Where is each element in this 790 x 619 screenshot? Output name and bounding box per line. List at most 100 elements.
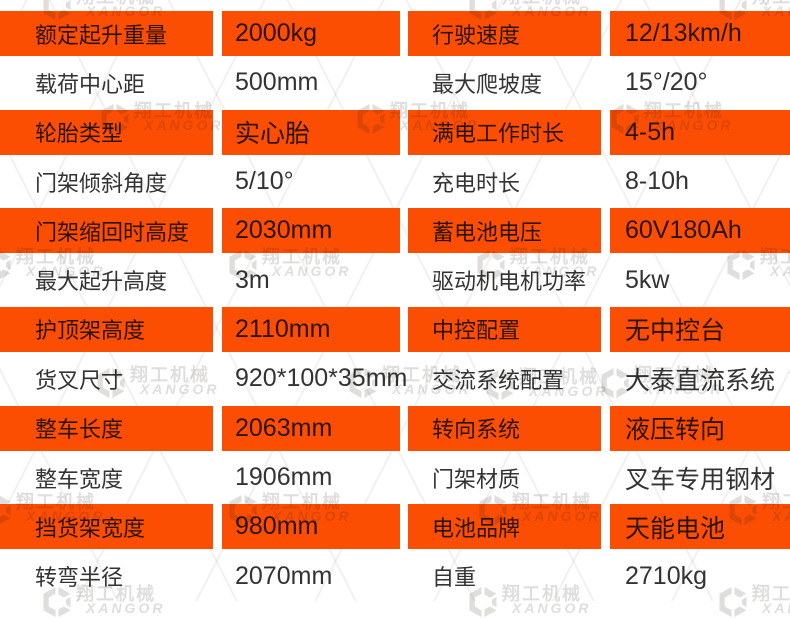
spec-value: 920*100*35mm xyxy=(235,364,408,393)
column-divider xyxy=(601,305,610,354)
spec-value: 3m xyxy=(235,265,270,294)
column-divider xyxy=(213,305,222,354)
spec-value: 980mm xyxy=(235,512,319,541)
column-divider xyxy=(400,552,408,601)
table-row: 门架缩回时高度 2030mm 蓄电池电压 60V180Ah xyxy=(0,206,790,255)
spec-label-cell: 自重 xyxy=(408,552,601,601)
spec-label: 门架倾斜角度 xyxy=(35,170,168,196)
spec-label-cell: 门架材质 xyxy=(408,453,601,502)
table-row: 轮胎类型 实心胎 满电工作时长 4-5h xyxy=(0,108,790,157)
spec-label: 电池品牌 xyxy=(432,515,521,541)
column-divider xyxy=(213,9,222,58)
spec-value: 2030mm xyxy=(235,216,333,245)
specification-table: 额定起升重量 2000kg 行驶速度 12/13km/h 载荷中心距 500mm… xyxy=(0,9,790,601)
spec-label-cell: 驱动机电机功率 xyxy=(408,256,601,305)
spec-value-cell: 2110mm xyxy=(222,306,400,352)
spec-value-cell: 500mm xyxy=(222,58,400,107)
column-divider xyxy=(213,502,222,551)
column-divider xyxy=(601,206,610,255)
diagonal-watermark-lines xyxy=(0,0,790,601)
spec-value-cell: 无中控台 xyxy=(610,306,790,352)
spec-value-cell: 2030mm xyxy=(222,208,400,254)
spec-label: 蓄电池电压 xyxy=(432,219,543,245)
spec-value: 1906mm xyxy=(235,463,333,492)
spec-label: 驱动机电机功率 xyxy=(432,269,587,295)
spec-label: 行驶速度 xyxy=(432,22,521,48)
spec-label-cell: 护顶架高度 xyxy=(0,306,213,352)
spec-label: 最大起升高度 xyxy=(35,269,168,295)
spec-value-cell: 980mm xyxy=(222,504,400,550)
column-divider xyxy=(601,354,610,403)
table-row: 整车宽度 1906mm 门架材质 叉车专用钢材 xyxy=(0,453,790,502)
spec-value: 5/10° xyxy=(235,167,294,196)
spec-label-cell: 挡货架宽度 xyxy=(0,504,213,550)
spec-value: 15°/20° xyxy=(625,68,708,97)
spec-value: 8-10h xyxy=(625,167,689,196)
spec-value: 2710kg xyxy=(625,561,708,590)
spec-value-cell: 叉车专用钢材 xyxy=(610,453,790,502)
spec-label-cell: 行驶速度 xyxy=(408,11,601,56)
table-row: 最大起升高度 3m 驱动机电机功率 5kw xyxy=(0,256,790,305)
spec-label: 载荷中心距 xyxy=(35,71,146,97)
spec-label: 整车长度 xyxy=(35,417,124,443)
column-divider xyxy=(213,256,222,305)
spec-value: 5kw xyxy=(625,265,670,294)
spec-value-cell: 4-5h xyxy=(610,109,790,155)
table-row: 挡货架宽度 980mm 电池品牌 天能电池 xyxy=(0,502,790,551)
spec-label: 中控配置 xyxy=(432,318,521,344)
spec-label-cell: 整车长度 xyxy=(0,405,213,451)
column-divider xyxy=(400,9,408,58)
spec-label-cell: 额定起升重量 xyxy=(0,11,213,56)
spec-value: 叉车专用钢材 xyxy=(625,465,776,494)
spec-label: 最大爬坡度 xyxy=(432,71,543,97)
column-divider xyxy=(400,502,408,551)
column-divider xyxy=(213,58,222,107)
column-divider xyxy=(400,453,408,502)
spec-label: 门架缩回时高度 xyxy=(35,219,190,245)
column-divider xyxy=(601,502,610,551)
spec-label: 满电工作时长 xyxy=(432,121,565,147)
spec-label: 轮胎类型 xyxy=(35,121,124,147)
column-divider xyxy=(400,305,408,354)
spec-value: 2070mm xyxy=(235,561,333,590)
spec-label: 转弯半径 xyxy=(35,565,124,591)
column-divider xyxy=(601,157,610,206)
column-divider xyxy=(601,256,610,305)
spec-value: 实心胎 xyxy=(235,120,311,149)
column-divider xyxy=(400,404,408,453)
spec-label: 自重 xyxy=(432,565,477,591)
column-divider xyxy=(601,108,610,157)
brand-name-latin: XANGOR xyxy=(86,600,166,616)
spec-value-cell: 1906mm xyxy=(222,453,400,502)
spec-value-cell: 实心胎 xyxy=(222,109,400,155)
table-row: 货叉尺寸 920*100*35mm 交流系统配置 大泰直流系统 xyxy=(0,354,790,403)
spec-value-cell: 2710kg xyxy=(610,552,790,601)
spec-label: 额定起升重量 xyxy=(35,22,168,48)
column-divider xyxy=(400,108,408,157)
spec-label: 挡货架宽度 xyxy=(35,515,146,541)
table-row: 护顶架高度 2110mm 中控配置 无中控台 xyxy=(0,305,790,354)
column-divider xyxy=(400,157,408,206)
column-divider xyxy=(601,552,610,601)
column-divider xyxy=(400,206,408,255)
spec-value-cell: 2000kg xyxy=(222,11,400,56)
spec-value: 液压转向 xyxy=(625,416,726,445)
table-row: 载荷中心距 500mm 最大爬坡度 15°/20° xyxy=(0,58,790,107)
spec-label-cell: 中控配置 xyxy=(408,306,601,352)
spec-label-cell: 交流系统配置 xyxy=(408,354,601,403)
spec-value: 2000kg xyxy=(235,19,318,47)
column-divider xyxy=(601,453,610,502)
spec-value: 大泰直流系统 xyxy=(625,366,776,395)
spec-label: 货叉尺寸 xyxy=(35,367,124,393)
table-row: 额定起升重量 2000kg 行驶速度 12/13km/h xyxy=(0,9,790,58)
column-divider xyxy=(601,9,610,58)
spec-label-cell: 最大爬坡度 xyxy=(408,58,601,107)
spec-value-cell: 15°/20° xyxy=(610,58,790,107)
spec-value-cell: 12/13km/h xyxy=(610,11,790,56)
spec-value-cell: 60V180Ah xyxy=(610,208,790,254)
spec-value-cell: 天能电池 xyxy=(610,504,790,550)
spec-value-cell: 2063mm xyxy=(222,405,400,451)
column-divider xyxy=(400,256,408,305)
spec-value-cell: 8-10h xyxy=(610,157,790,206)
spec-label-cell: 满电工作时长 xyxy=(408,109,601,155)
